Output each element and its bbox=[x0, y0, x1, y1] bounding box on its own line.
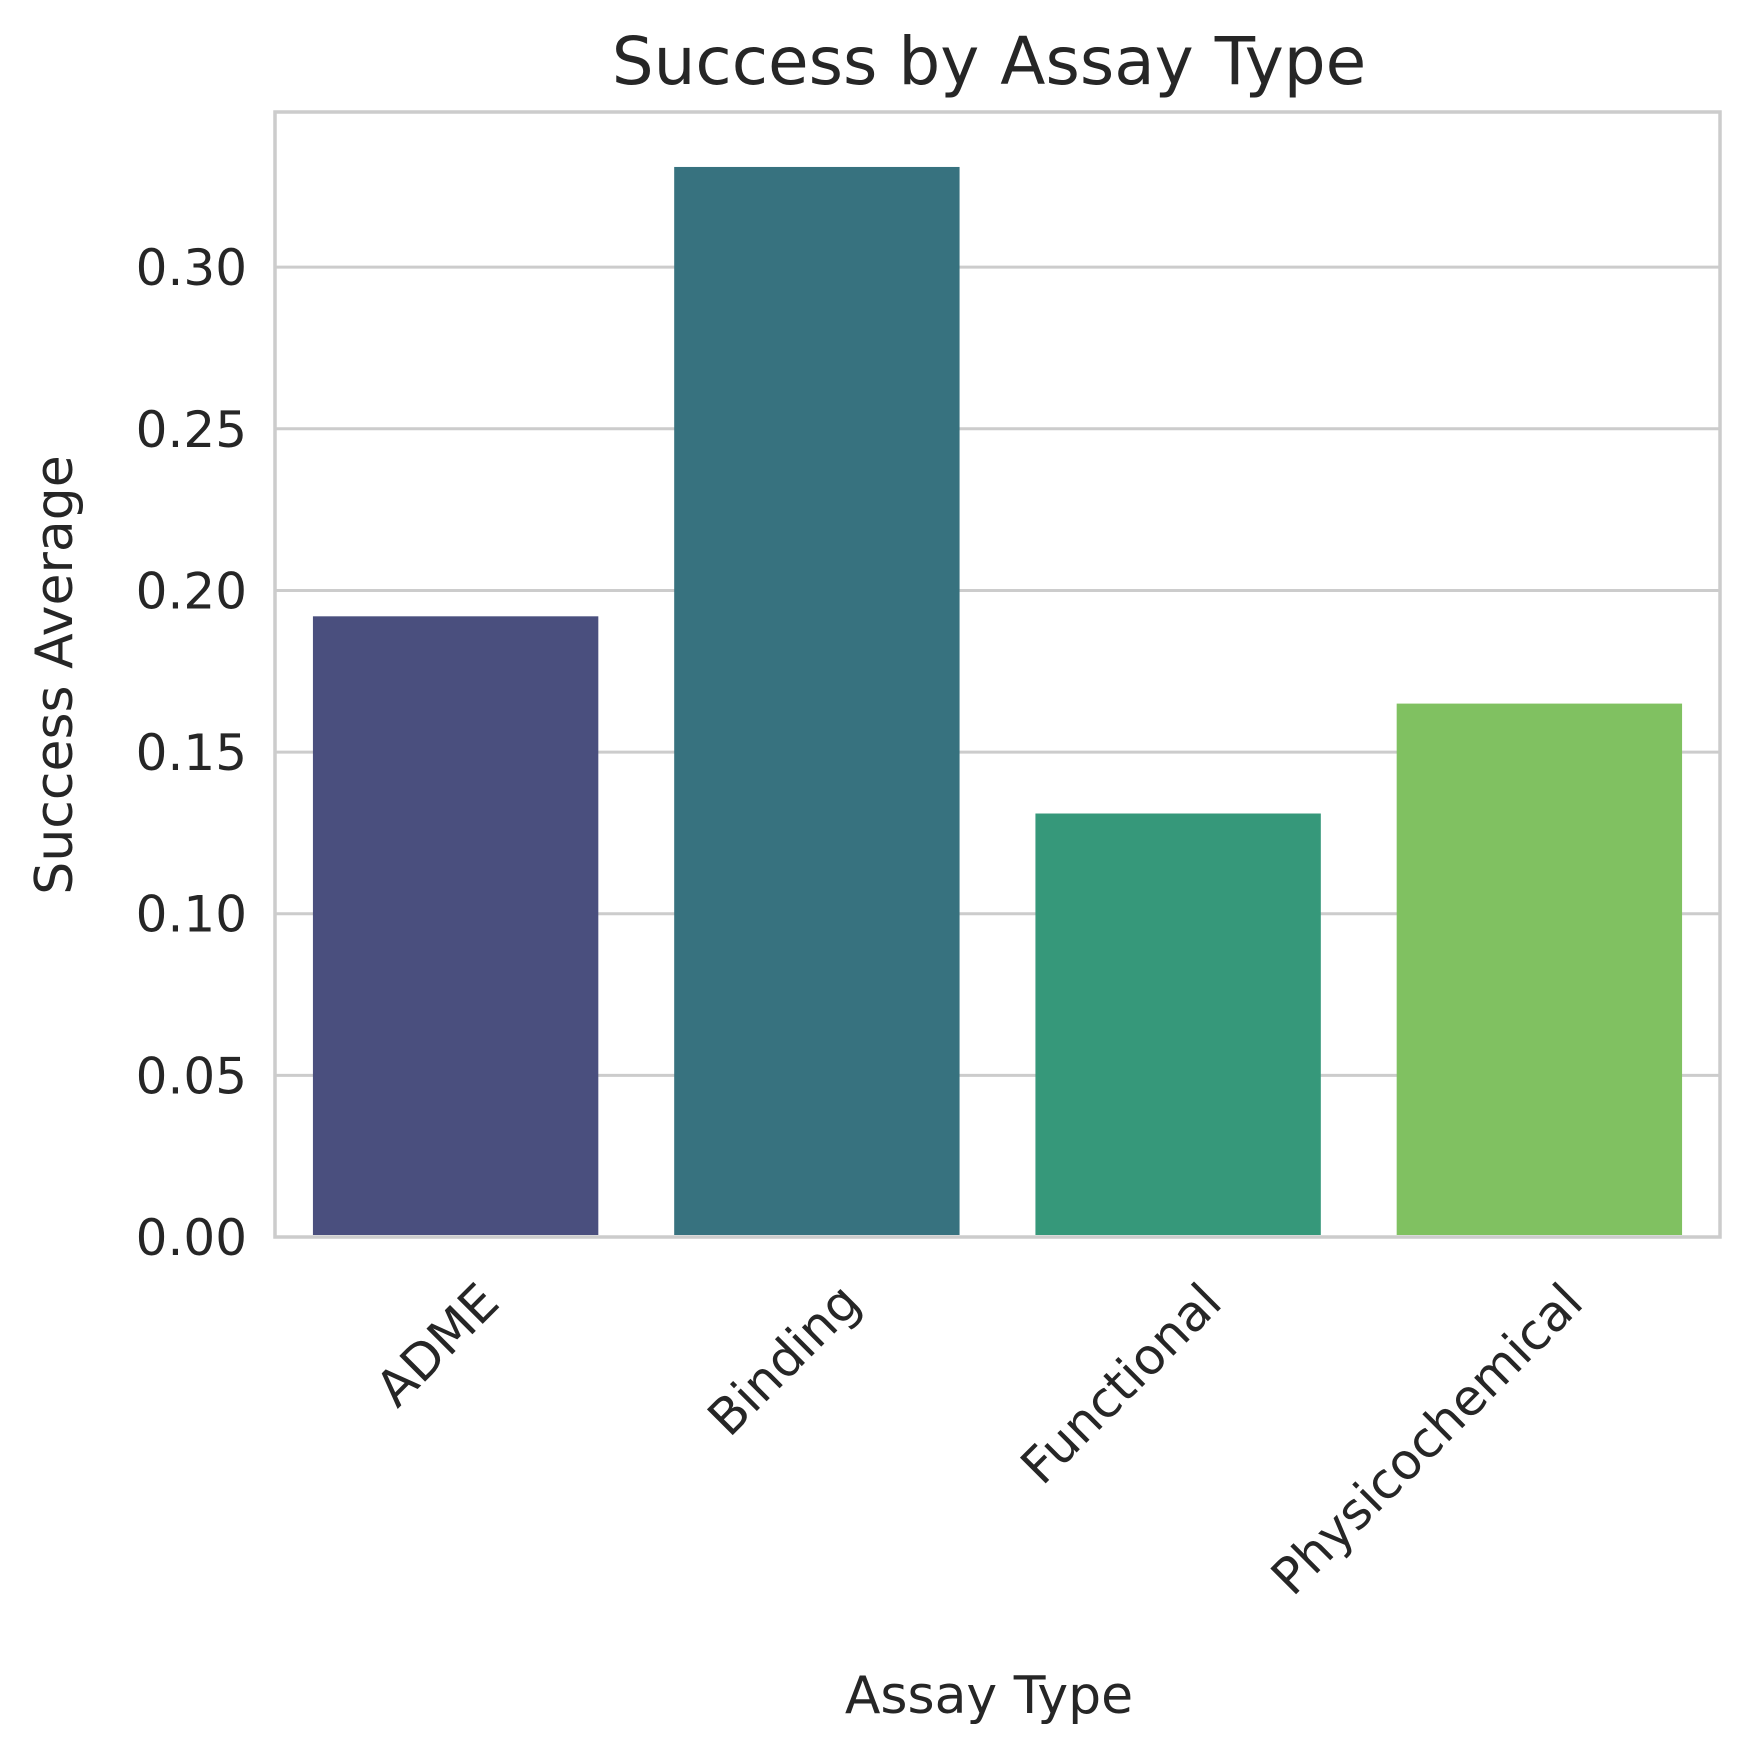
plot-frame bbox=[273, 110, 1722, 1239]
bar-binding bbox=[674, 166, 960, 1235]
chart-title: Success by Assay Type bbox=[612, 23, 1367, 100]
x-axis-label: Assay Type bbox=[845, 1666, 1133, 1726]
y-tick-label: 0.15 bbox=[136, 724, 247, 782]
y-tick-label: 0.20 bbox=[136, 562, 247, 620]
y-axis-ticks: 0.00 0.05 0.10 0.15 0.20 0.25 0.30 bbox=[136, 239, 247, 1267]
bar-physicochemical bbox=[1396, 703, 1683, 1235]
bars bbox=[312, 166, 1683, 1235]
bar-adme bbox=[312, 616, 599, 1235]
y-tick-label: 0.10 bbox=[136, 886, 247, 944]
bar-functional bbox=[1035, 813, 1321, 1235]
y-tick-label: 0.30 bbox=[136, 239, 247, 297]
y-axis-label: Success Average bbox=[25, 455, 85, 894]
y-tick-label: 0.25 bbox=[136, 401, 247, 459]
y-tick-label: 0.00 bbox=[136, 1209, 247, 1267]
y-tick-label: 0.05 bbox=[136, 1047, 247, 1105]
